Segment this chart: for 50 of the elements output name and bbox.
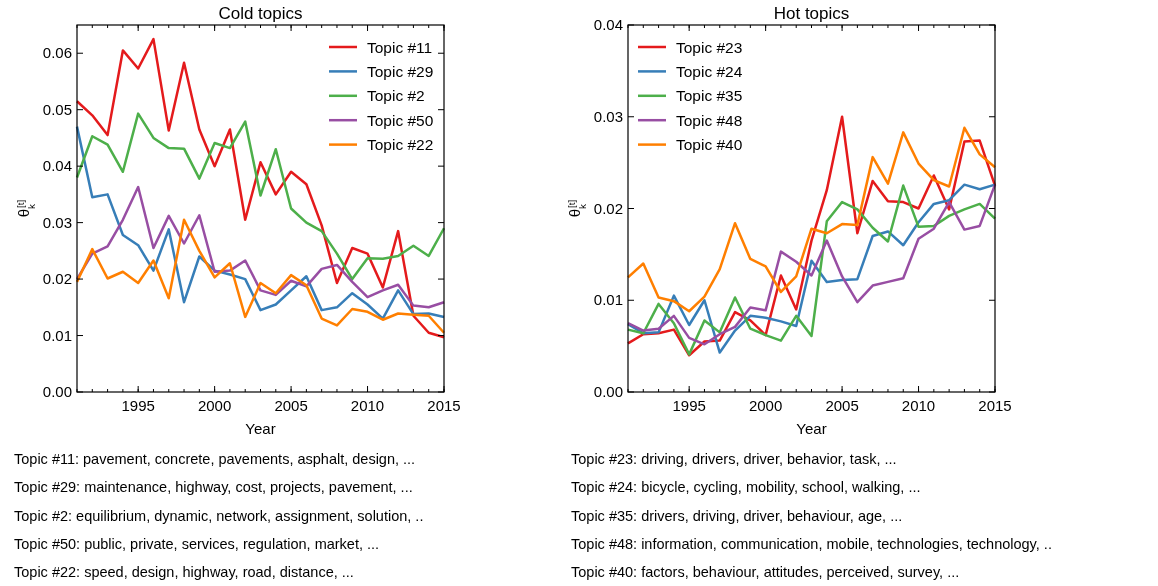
x-axis-title: Year <box>245 420 276 437</box>
line-series <box>75 218 446 334</box>
y-tick-label: 0.00 <box>42 383 72 400</box>
legend-label: Topic #23 <box>676 38 743 56</box>
y-tick-label: 0.00 <box>593 383 623 400</box>
legend-label: Topic #29 <box>367 62 434 80</box>
text: Topic #23: driving, drivers, driver, behavior, task, ... <box>571 451 897 467</box>
y-tick-label: 0.05 <box>42 100 72 118</box>
text: Topic #50: public, private, services, regulation, market, ... <box>14 535 380 552</box>
line-series <box>75 37 446 339</box>
text: Topic #11: pavement, concrete, pavements, asphalt, design, ... <box>14 451 416 467</box>
x-tick-label: 2000 <box>197 397 232 414</box>
text: Topic #29: maintenance, highway, cost, projects, pavement, ... <box>14 479 413 496</box>
y-tick-label: 0.02 <box>42 270 72 288</box>
y-tick-label: 0.01 <box>593 291 623 309</box>
x-axis-title: Year <box>796 420 827 437</box>
x-tick-label: 2005 <box>274 397 308 414</box>
text: Topic #48: information, communication, mobile, technologies, technology, .. <box>571 535 1052 552</box>
y-tick-label: 0.06 <box>42 44 72 62</box>
line-series <box>75 112 446 281</box>
x-tick-label: 2000 <box>748 397 783 414</box>
chart-title: Cold topics <box>218 4 303 23</box>
x-tick-label: 2015 <box>978 397 1012 414</box>
y-tick-label: 0.01 <box>42 326 72 344</box>
x-tick-label: 2015 <box>427 397 461 414</box>
legend-label: Topic #24 <box>676 62 743 80</box>
y-tick-label: 0.03 <box>42 213 72 231</box>
chart-title: Hot topics <box>773 4 850 23</box>
legend-label: Topic #22 <box>367 136 434 154</box>
legend-label: Topic #50 <box>367 111 434 129</box>
y-tick-label: 0.02 <box>593 199 623 217</box>
y-tick-label: 0.04 <box>42 157 72 175</box>
line-series <box>75 185 446 309</box>
legend-label: Topic #35 <box>676 87 743 105</box>
y-tick-label: 0.04 <box>593 16 623 33</box>
x-tick-label: 2010 <box>350 397 385 414</box>
text: Topic #40: factors, behaviour, attitudes, perceived, survey, ... <box>571 564 960 581</box>
x-tick-label: 2010 <box>901 397 936 414</box>
y-tick-label: 0.03 <box>593 107 623 125</box>
legend-label: Topic #40 <box>676 136 743 154</box>
text: Topic #35: drivers, driving, driver, behaviour, age, ... <box>571 507 903 524</box>
text: Topic #24: bicycle, cycling, mobility, school, walking, ... <box>571 479 921 496</box>
x-tick-label: 2005 <box>825 397 859 414</box>
x-tick-label: 1995 <box>672 397 706 414</box>
legend-label: Topic #2 <box>367 87 425 105</box>
legend-label: Topic #11 <box>367 38 433 56</box>
legend-label: Topic #48 <box>676 111 743 129</box>
x-tick-label: 1995 <box>121 397 155 414</box>
text: Topic #22: speed, design, highway, road, distance, ... <box>14 564 354 581</box>
text: Topic #2: equilibrium, dynamic, network, assignment, solution, .. <box>14 507 424 524</box>
